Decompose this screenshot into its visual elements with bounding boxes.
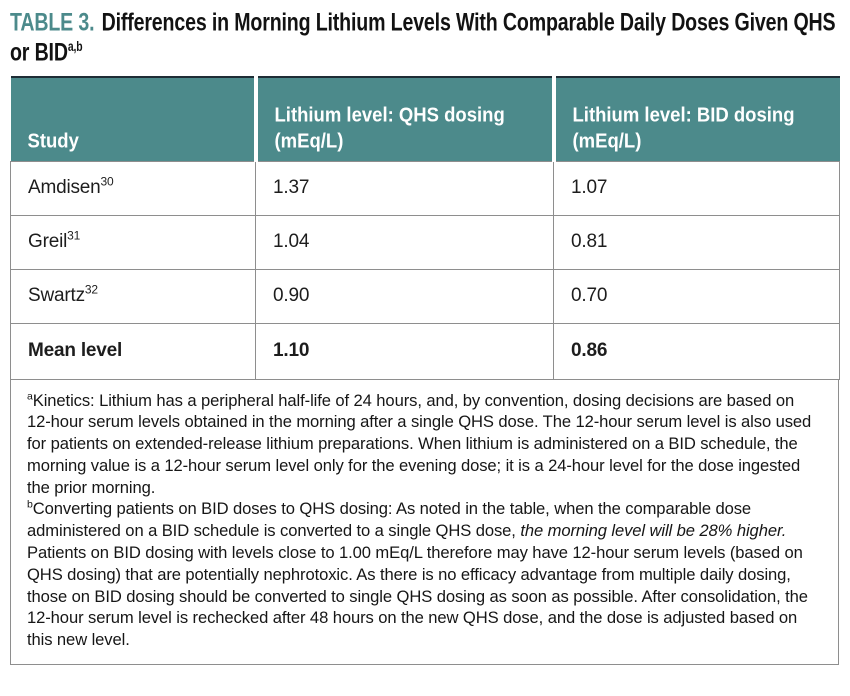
- table-row: Amdisen30 1.37 1.07: [10, 160, 840, 216]
- column-header-qhs-dosing: Lithium level: QHS dosing (mEq/L): [253, 76, 554, 161]
- page: TABLE 3. Differences in Morning Lithium L…: [10, 8, 840, 666]
- bid-value-cell: 0.86: [553, 322, 840, 380]
- footnotes-box: aKinetics: Lithium has a peripheral half…: [10, 379, 839, 666]
- footnote-a-marker: a: [27, 389, 33, 402]
- study-name-cell: Mean level: [10, 322, 256, 380]
- footnote-b-text-1: Converting patients on BID doses to QHS …: [27, 499, 752, 541]
- bid-value-cell: 1.07: [553, 160, 840, 216]
- qhs-value-cell: 0.90: [255, 268, 554, 324]
- reference-superscript: 30: [100, 174, 114, 189]
- footnote-b-marker: b: [27, 498, 33, 511]
- column-header-bid-dosing: Lithium level: BID dosing (mEq/L): [551, 76, 840, 161]
- table-number-label: TABLE 3.: [10, 9, 95, 37]
- study-name-cell: Swartz32: [10, 268, 256, 324]
- footnote-a-text: Kinetics: Lithium has a peripheral half-…: [27, 390, 812, 497]
- footnote-b-italic-phrase: the morning level will be 28% higher.: [520, 521, 787, 541]
- study-name-cell: Greil31: [10, 214, 256, 270]
- table-row: Swartz32 0.90 0.70: [10, 268, 840, 324]
- study-name-cell: Amdisen30: [10, 160, 256, 216]
- bid-value-cell: 0.81: [553, 214, 840, 270]
- qhs-value-cell: 1.10: [255, 322, 554, 380]
- table-title-main: Differences in Morning Lithium Levels Wi…: [10, 9, 836, 67]
- footnote-b: bConverting patients on BID doses to QHS…: [27, 498, 822, 651]
- qhs-value-cell: 1.37: [255, 160, 554, 216]
- table-row: Greil31 1.04 0.81: [10, 214, 840, 270]
- table-title-superscript: a,b: [67, 38, 83, 55]
- column-header-study: Study: [10, 76, 256, 161]
- mean-level-row: Mean level 1.10 0.86: [10, 322, 840, 380]
- reference-superscript: 32: [84, 282, 98, 297]
- footnote-b-text-2: Patients on BID dosing with levels close…: [27, 543, 808, 650]
- reference-superscript: 31: [67, 228, 81, 243]
- qhs-value-cell: 1.04: [255, 214, 554, 270]
- table-title: TABLE 3. Differences in Morning Lithium L…: [10, 8, 840, 67]
- footnote-a: aKinetics: Lithium has a peripheral half…: [27, 390, 822, 499]
- bid-value-cell: 0.70: [553, 268, 840, 324]
- lithium-levels-table: Study Lithium level: QHS dosing (mEq/L) …: [10, 76, 840, 380]
- table-header-row: Study Lithium level: QHS dosing (mEq/L) …: [10, 76, 840, 161]
- table-title-text: TABLE 3. Differences in Morning Lithium L…: [10, 8, 842, 68]
